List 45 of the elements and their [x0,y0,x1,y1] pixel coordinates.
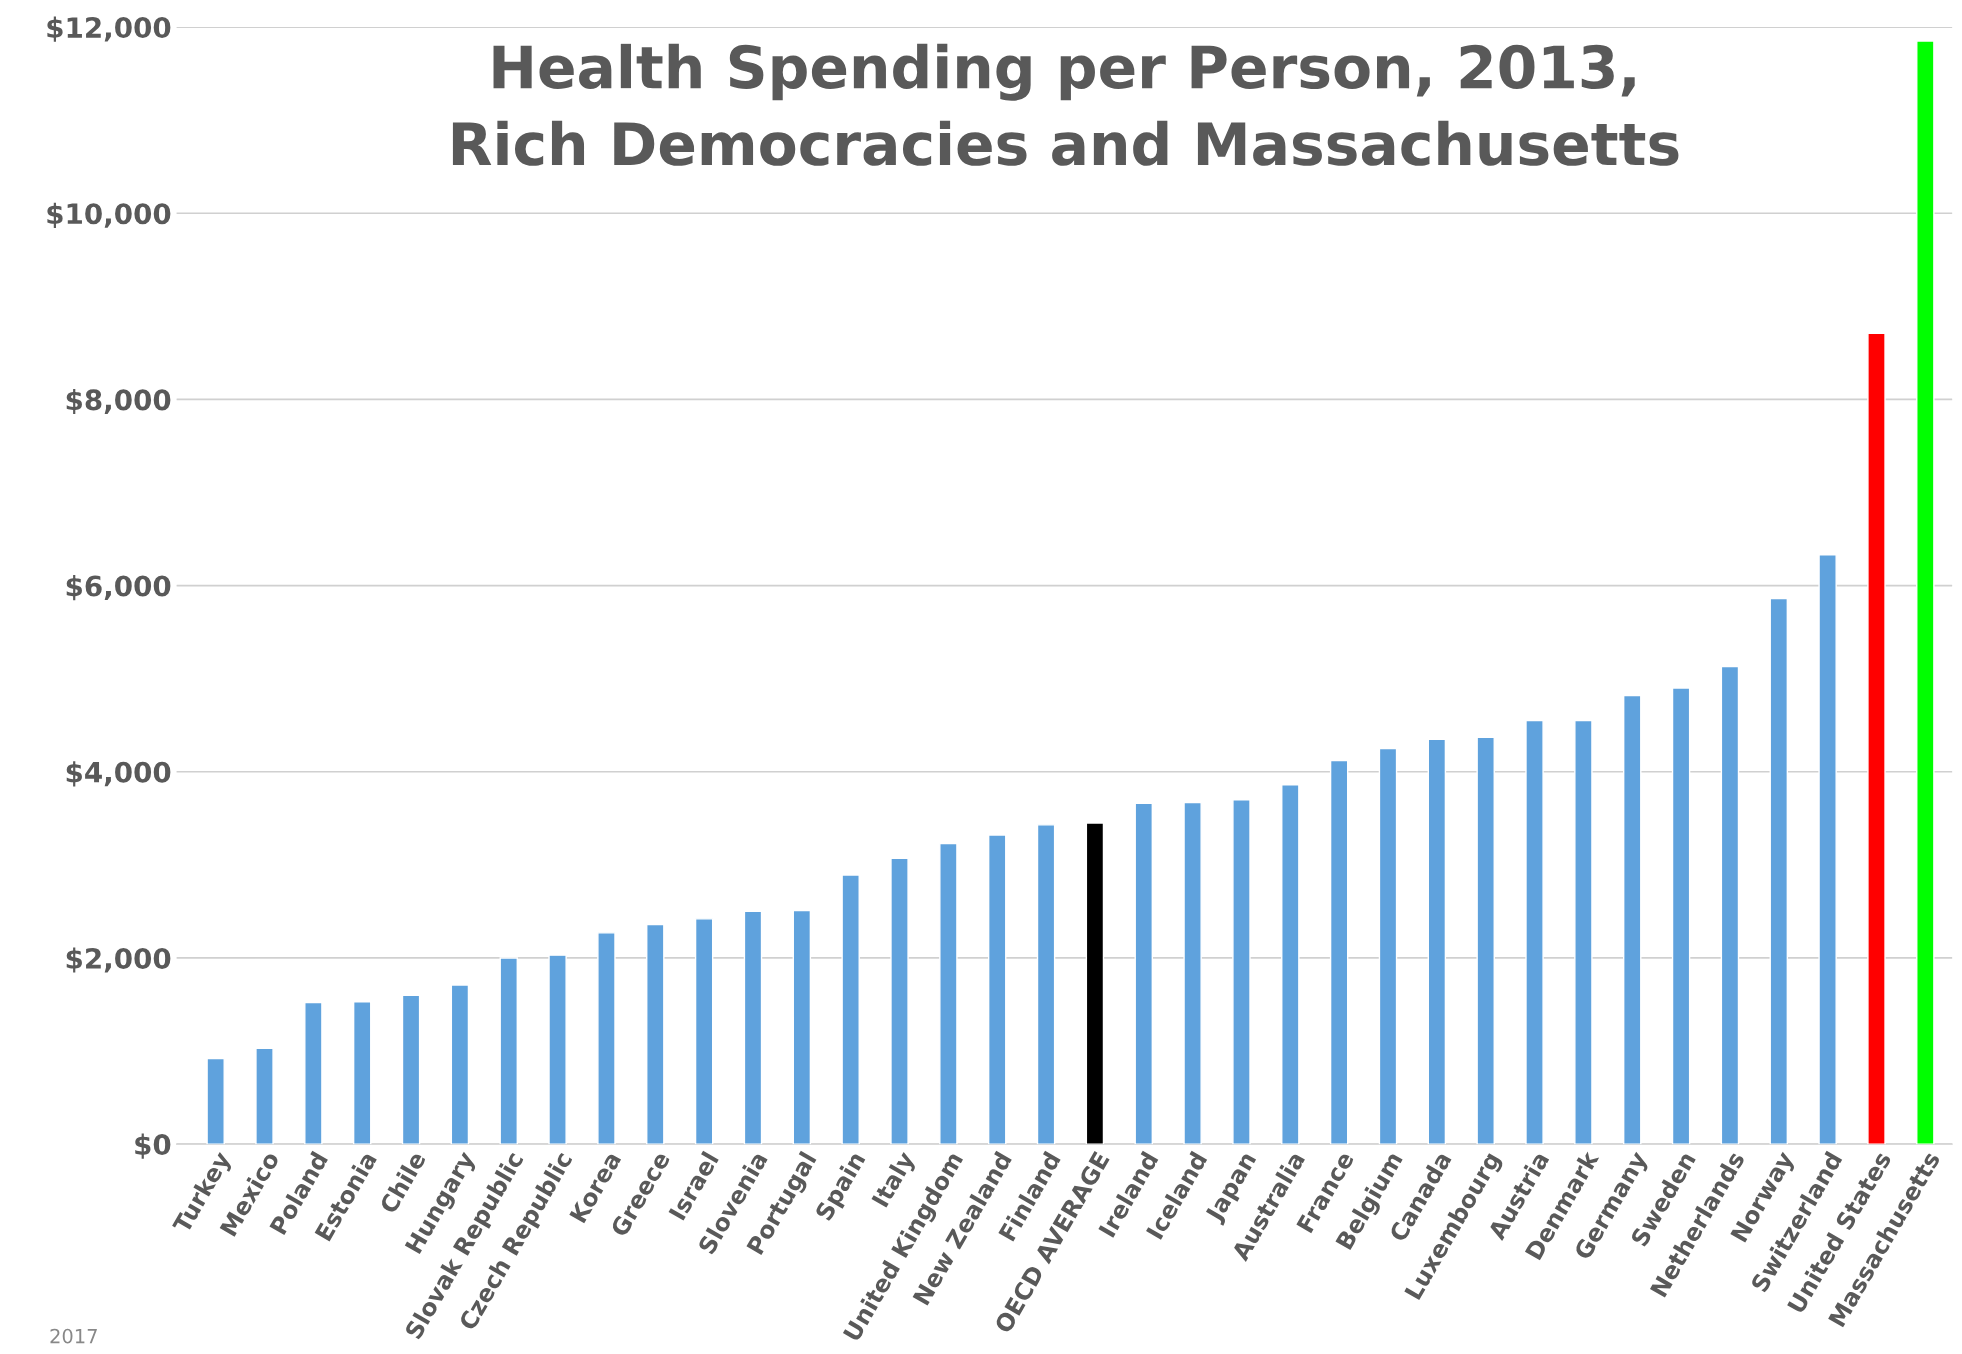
bar [1476,736,1495,1145]
bar [694,918,714,1145]
y-tick-label: $12,000 [47,16,171,42]
bar [1867,332,1886,1145]
bar [1720,665,1740,1145]
y-tick-label: $10,000 [47,202,171,228]
bar [206,1057,225,1145]
bar [1818,554,1837,1145]
bar [1134,802,1154,1145]
bar [1183,801,1202,1145]
bar [499,957,518,1145]
bar [1085,822,1105,1145]
bar [1378,747,1398,1145]
bar [1574,719,1593,1145]
bar [841,874,860,1145]
bar [792,909,812,1145]
bar [1916,40,1935,1145]
bar [1281,784,1300,1145]
y-tick-label: $6,000 [66,575,171,601]
bar [1427,738,1447,1145]
bar [352,1001,372,1145]
bar [1769,597,1789,1145]
text: Health Spending per Person, 2013, Rich Democracies and Massachusetts [452,43,1679,166]
bar [1622,694,1642,1145]
bar [304,1001,323,1145]
bar [548,954,567,1145]
text: 2017 [50,1328,97,1344]
bar [1036,824,1056,1145]
bar [939,842,958,1145]
bar [890,857,909,1145]
y-tick-label: $0 [135,1133,171,1159]
y-tick-label: $4,000 [66,761,171,787]
y-tick-label: $8,000 [66,388,171,415]
bar [743,910,763,1145]
bar [255,1047,274,1145]
bar [401,994,421,1145]
bar [1232,799,1251,1145]
bar [1671,687,1691,1145]
bar [450,984,470,1145]
y-tick-label: $2,000 [66,947,171,973]
bar [646,923,665,1145]
bar [597,932,616,1145]
bar [1525,719,1544,1145]
bar [1329,759,1349,1145]
bar [987,834,1007,1145]
